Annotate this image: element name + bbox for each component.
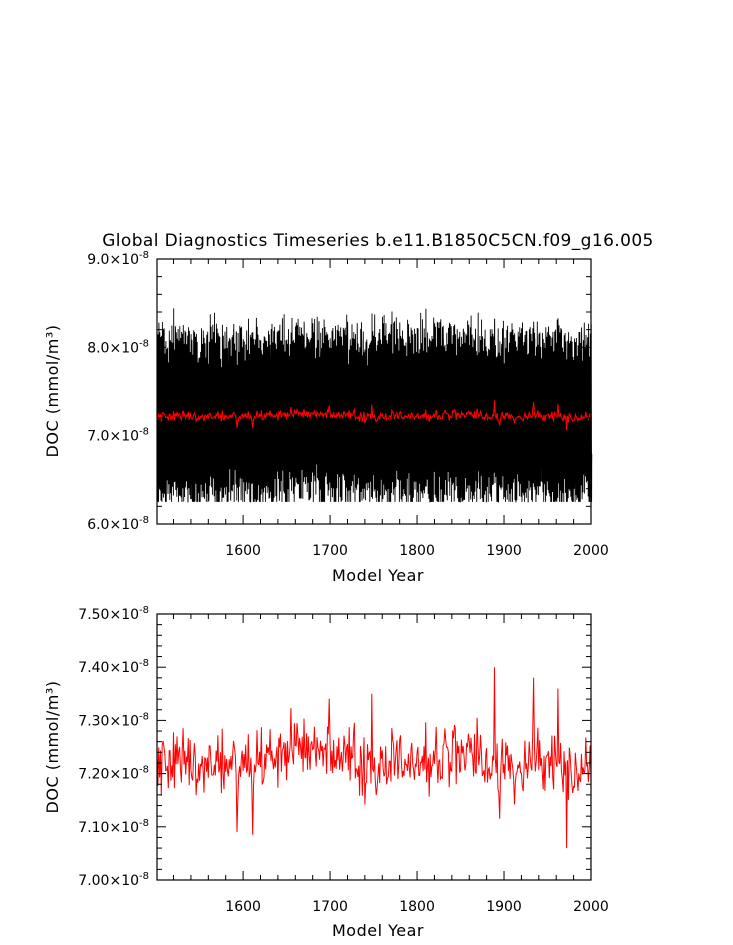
bottom-x-axis-title: Model Year (332, 921, 424, 940)
x-tick-label: 1700 (312, 899, 348, 915)
bottom-plot-area (156, 667, 592, 849)
x-tick-label: 1900 (486, 543, 522, 559)
y-tick-label: 7.50×10-8 (78, 605, 149, 623)
x-tick-label: 2000 (573, 899, 609, 915)
series-line-1 (156, 400, 592, 431)
y-tick-label: 7.10×10-8 (78, 818, 149, 836)
y-tick-label: 7.20×10-8 (78, 765, 149, 783)
chart-title: Global Diagnostics Timeseries b.e11.B185… (102, 231, 654, 251)
x-tick-label: 2000 (573, 543, 609, 559)
bottom-y-axis-title: DOC (mmol/m³) (43, 681, 62, 814)
x-tick-label: 1800 (399, 543, 435, 559)
y-tick-label: 7.00×10-8 (78, 871, 149, 889)
series-line-0 (156, 308, 593, 503)
x-tick-label: 1800 (399, 899, 435, 915)
y-tick-label: 6.0×10-8 (87, 515, 149, 533)
series-line-0 (156, 667, 592, 849)
y-tick-label: 8.0×10-8 (87, 338, 149, 356)
y-tick-label: 7.0×10-8 (87, 427, 149, 445)
x-tick-label: 1600 (225, 543, 261, 559)
y-tick-label: 7.40×10-8 (78, 658, 149, 676)
y-tick-label: 9.0×10-8 (87, 250, 149, 268)
bottom-plot-frame (156, 613, 592, 881)
top-plot-area (156, 308, 593, 503)
top-axes: 1600 1700 1800 1900 2000 6.0×10-8 7.0×10-8 8.0×… (87, 250, 609, 559)
top-y-axis-title: DOC (mmol/m³) (43, 325, 62, 458)
top-chart: Global Diagnostics Timeseries b.e11.B185… (43, 231, 654, 585)
bottom-axes: 1600 1700 1800 1900 2000 7.00×10-8 7.10×10-8 7.… (78, 605, 609, 915)
top-x-axis-title: Model Year (332, 566, 424, 585)
x-tick-label: 1600 (225, 899, 261, 915)
y-tick-label: 7.30×10-8 (78, 711, 149, 729)
bottom-chart: 1600 1700 1800 1900 2000 7.00×10-8 7.10×10-8 7.… (43, 605, 609, 940)
x-tick-label: 1900 (486, 899, 522, 915)
x-tick-label: 1700 (312, 543, 348, 559)
top-plot-frame (156, 258, 592, 525)
